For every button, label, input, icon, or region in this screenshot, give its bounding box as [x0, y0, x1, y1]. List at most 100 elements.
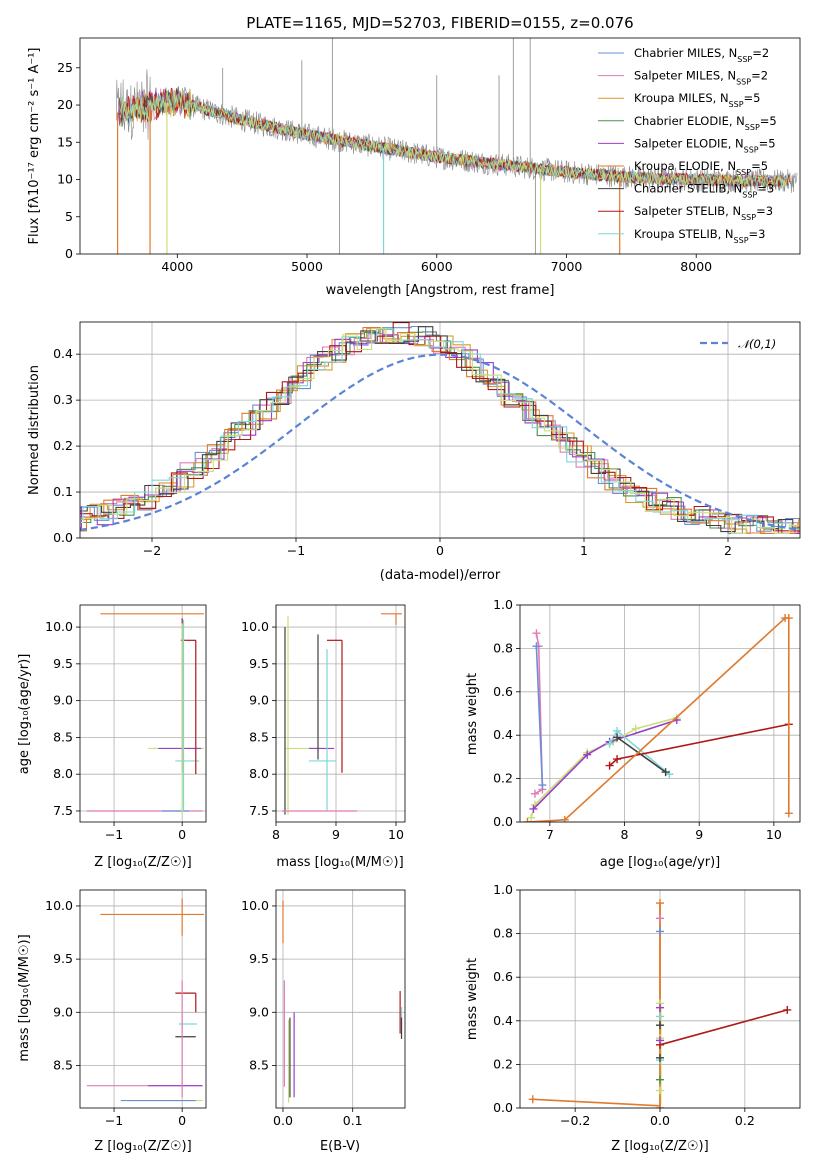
y-tick-label: 10.0	[241, 619, 269, 634]
histogram-series	[80, 328, 800, 534]
y-tick-label: 0.6	[493, 969, 513, 984]
y-tick-label: 0.0	[53, 530, 73, 545]
legend-label: Salpeter STELIB, NSSP=3	[634, 204, 773, 222]
y-tick-label: 0.4	[493, 727, 513, 742]
legend-label: Chabrier ELODIE, NSSP=5	[634, 114, 777, 132]
legend-label: Chabrier STELIB, NSSP=3	[634, 182, 774, 200]
weight-line	[659, 1009, 788, 1046]
x-axis-label: E(B-V)	[320, 1139, 360, 1154]
weight-marker	[529, 804, 538, 813]
weight-marker	[532, 642, 541, 651]
y-tick-label: 15	[57, 134, 73, 149]
x-tick-label: 9	[332, 827, 340, 842]
y-axis-label: mass weight	[465, 673, 480, 755]
axes-frame	[79, 37, 801, 255]
weight-marker	[560, 815, 569, 822]
weight-marker	[527, 813, 536, 822]
residuals-axes: −2 −1 0 1 2 0.0 0.1 0.2 0.3 0.4 𝒩(0,1)	[53, 321, 801, 558]
legend-label: 𝒩(0,1)	[738, 337, 776, 351]
weight-line	[532, 719, 678, 810]
x-tick-label: −1	[105, 827, 123, 842]
weight-vs-Z-axes: −0.2 0.0 0.2 0.0 0.2 0.4 0.6 0.8 1.0	[493, 882, 801, 1128]
weight-line	[535, 646, 544, 786]
mass-vs-ebv-axes: 0.0 0.1 8.5 9.0 9.5 10.0	[241, 889, 406, 1128]
x-tick-label: 9	[695, 827, 703, 842]
histogram-series	[80, 325, 800, 534]
y-tick-label: 8.5	[53, 1057, 73, 1072]
figure-title: PLATE=1165, MJD=52703, FIBERID=0155, z=0…	[246, 14, 633, 32]
weight-marker	[784, 809, 793, 818]
y-tick-label: 0	[65, 246, 73, 261]
weight-marker	[656, 1036, 664, 1045]
y-tick-label: 1.0	[493, 882, 513, 897]
weight-marker	[532, 629, 541, 638]
x-tick-label: 0.0	[273, 1113, 293, 1128]
y-tick-label: 10.0	[45, 619, 73, 634]
weight-marker	[613, 755, 622, 764]
weight-marker	[656, 1104, 664, 1108]
age-vs-Z-axes: −1 0 7.5 8.0 8.5 9.0 9.5 10.0	[45, 604, 207, 842]
y-tick-label: 0.4	[493, 1013, 513, 1028]
series-lines	[523, 614, 793, 822]
weight-marker	[783, 1005, 792, 1014]
x-axis-label: wavelength [Angstrom, rest frame]	[326, 283, 555, 298]
x-axis-label: Z [log₁₀(Z/Z☉)]	[94, 855, 191, 870]
y-tick-label: 0.8	[493, 926, 513, 941]
x-tick-label: 10	[766, 827, 782, 842]
x-tick-label: 7	[546, 827, 554, 842]
weight-marker	[538, 781, 547, 790]
weight-marker	[656, 927, 664, 936]
y-tick-label: 9.5	[53, 951, 73, 966]
legend-label: Salpeter ELODIE, NSSP=5	[634, 136, 776, 154]
x-tick-label: 2	[724, 543, 732, 558]
y-tick-label: 0.4	[53, 346, 73, 361]
weight-marker	[656, 899, 664, 908]
y-axis-label: mass [log₁₀(M/M☉)]	[17, 934, 32, 1061]
legend-label: Chabrier MILES, NSSP=2	[634, 46, 769, 64]
y-tick-label: 8.5	[249, 1057, 269, 1072]
spectrum-axes: 4000 5000 6000 7000 8000 0 5 10 15 20 25	[57, 37, 801, 274]
y-tick-label: 7.5	[53, 803, 73, 818]
x-axis-label: mass [log₁₀(M/M☉)]	[276, 855, 403, 870]
x-tick-label: 0	[178, 827, 186, 842]
axes-frame	[519, 889, 801, 1109]
model-spectrum-line	[119, 90, 790, 187]
y-axis-label: Normed distribution	[27, 365, 42, 495]
y-tick-label: 8.5	[249, 729, 269, 744]
weight-marker	[583, 750, 592, 759]
y-tick-label: 0.6	[493, 684, 513, 699]
y-tick-label: 10	[57, 172, 73, 187]
weight-marker	[613, 733, 622, 742]
x-axis-label: (data-model)/error	[380, 568, 501, 583]
axes-frame	[79, 321, 801, 539]
weight-marker	[605, 739, 614, 748]
y-tick-label: 9.5	[249, 656, 269, 671]
x-tick-label: 6000	[421, 259, 453, 274]
spectrum-lines	[116, 38, 798, 254]
weight-marker	[656, 1012, 664, 1021]
y-tick-label: 10.0	[45, 898, 73, 913]
errorbars	[86, 613, 204, 815]
weight-marker	[530, 789, 539, 798]
y-tick-label: 20	[57, 97, 73, 112]
age-vs-mass-axes: 8 9 10 7.5 8.0 8.5 9.0 9.5 10.0	[241, 604, 406, 842]
weight-line	[534, 633, 544, 795]
mass-vs-Z-axes: −1 0 8.5 9.0 9.5 10.0	[45, 889, 207, 1128]
errorbars	[282, 613, 402, 815]
y-tick-label: 9.0	[53, 1004, 73, 1019]
weight-vs-age-axes: 7 8 9 10 0.0 0.2 0.4 0.6 0.8 1.0	[493, 597, 801, 842]
axes-frame	[275, 604, 406, 823]
x-tick-label: 0	[178, 1113, 186, 1128]
x-axis-label: Z [log₁₀(Z/Z☉)]	[611, 1139, 708, 1154]
weight-marker	[656, 1086, 664, 1095]
x-axis-label: age [log₁₀(age/yr)]	[600, 855, 721, 870]
weight-marker	[656, 1021, 664, 1030]
y-tick-label: 10.0	[241, 898, 269, 913]
errorbars	[86, 898, 204, 1102]
weight-marker	[656, 1053, 664, 1062]
histogram-series	[80, 322, 800, 532]
x-tick-label: 1	[580, 543, 588, 558]
weight-marker	[656, 1003, 664, 1012]
x-axis-label: Z [log₁₀(Z/Z☉)]	[94, 1139, 191, 1154]
